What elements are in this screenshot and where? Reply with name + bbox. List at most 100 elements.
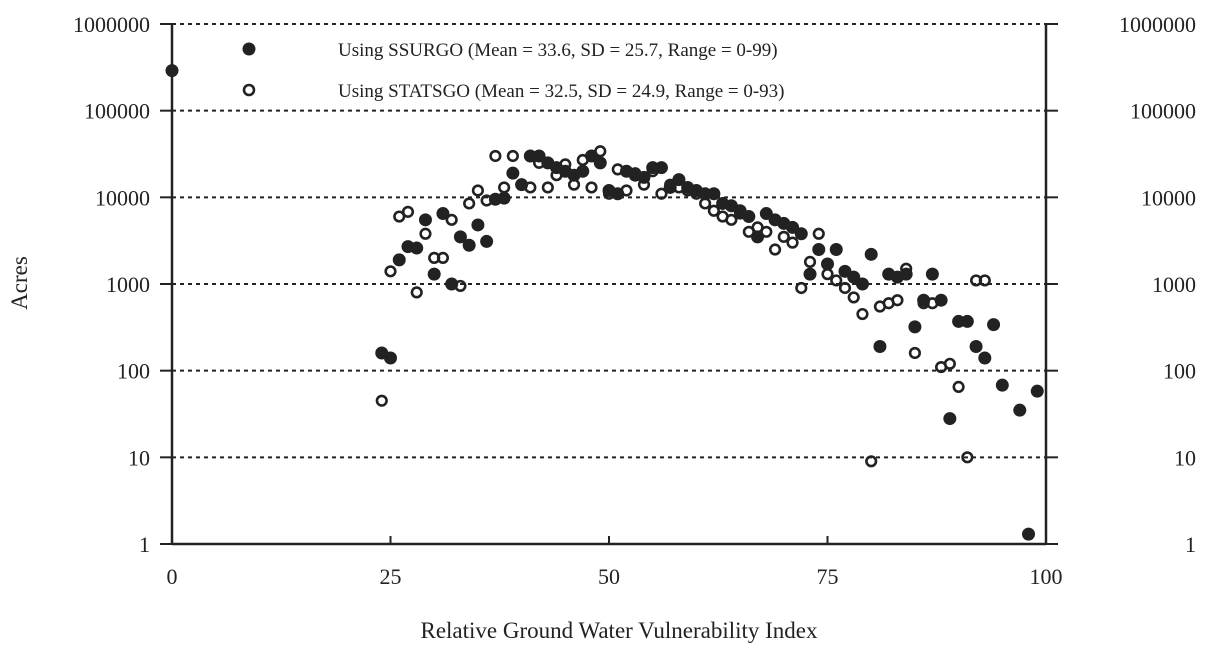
point-ssurgo: [812, 243, 826, 257]
point-ssurgo: [925, 267, 939, 281]
point-statsgo: [655, 187, 668, 200]
point-ssurgo: [453, 230, 467, 244]
point-statsgo: [768, 243, 782, 256]
axes: [160, 23, 1058, 546]
point-statsgo: [725, 213, 738, 226]
point-statsgo: [419, 227, 432, 240]
point-statsgo: [471, 184, 485, 197]
point-ssurgo: [427, 267, 441, 281]
point-statsgo: [803, 255, 817, 268]
x-tick-label: 50: [598, 564, 620, 589]
point-statsgo: [795, 281, 808, 295]
y-tick-label-left: 1000000: [73, 12, 150, 37]
point-ssurgo: [969, 340, 983, 354]
y-tick-label-left: 100: [117, 359, 150, 384]
y-tick-label-right: 100: [1163, 359, 1196, 384]
point-statsgo: [838, 281, 852, 295]
point-statsgo: [733, 207, 747, 220]
point-ssurgo: [873, 340, 887, 354]
point-statsgo: [865, 455, 878, 468]
point-statsgo: [611, 163, 624, 176]
point-ssurgo: [1013, 403, 1027, 417]
y-tick-label-right: 10000: [1141, 185, 1196, 210]
point-ssurgo: [908, 320, 922, 334]
point-statsgo: [961, 451, 974, 464]
legend-marker-statsgo: [242, 83, 256, 97]
x-tick-label: 0: [167, 564, 178, 589]
point-statsgo: [393, 210, 406, 223]
y-tick-label-right: 1000000: [1119, 12, 1196, 37]
point-statsgo: [445, 213, 458, 226]
point-ssurgo: [165, 64, 179, 78]
point-ssurgo: [576, 164, 590, 178]
point-statsgo: [454, 279, 467, 293]
point-statsgo: [900, 262, 913, 275]
y-tick-label-left: 10000: [95, 185, 150, 210]
point-statsgo: [576, 153, 589, 167]
point-ssurgo: [829, 243, 843, 257]
point-statsgo: [594, 145, 607, 158]
point-ssurgo: [480, 234, 494, 248]
y-tick-label-left: 10: [128, 445, 150, 470]
gridlines: [172, 23, 1046, 545]
point-statsgo: [847, 291, 860, 304]
point-ssurgo: [436, 207, 450, 221]
point-ssurgo: [506, 166, 520, 180]
point-statsgo: [489, 149, 502, 163]
point-ssurgo: [995, 378, 1009, 392]
point-ssurgo: [418, 213, 432, 227]
point-ssurgo: [462, 238, 476, 252]
point-statsgo: [629, 167, 642, 180]
point-ssurgo: [593, 156, 607, 170]
y-tick-label-left: 1: [139, 532, 150, 557]
point-ssurgo: [392, 253, 406, 267]
point-ssurgo: [663, 180, 677, 194]
legend-label-statsgo: Using STATSGO (Mean = 32.5, SD = 24.9, R…: [338, 81, 785, 102]
point-ssurgo: [471, 218, 485, 232]
point-statsgo: [699, 197, 712, 210]
point-statsgo: [602, 187, 616, 200]
point-statsgo: [524, 181, 537, 194]
point-statsgo: [550, 169, 563, 182]
point-statsgo: [384, 265, 397, 278]
point-ssurgo: [384, 351, 397, 365]
point-ssurgo: [1030, 384, 1044, 398]
point-statsgo: [506, 149, 519, 163]
x-axis-title: Relative Ground Water Vulnerability Inde…: [420, 618, 818, 643]
point-statsgo: [856, 307, 869, 321]
legend-marker-ssurgo: [242, 42, 256, 56]
y-tick-label-right: 1000: [1152, 272, 1196, 297]
point-statsgo: [786, 236, 799, 249]
point-statsgo: [812, 227, 825, 240]
point-ssurgo: [410, 241, 424, 255]
legend: Using SSURGO (Mean = 33.6, SD = 25.7, Ra…: [242, 40, 785, 102]
point-statsgo: [908, 346, 922, 360]
point-statsgo: [978, 274, 991, 287]
point-ssurgo: [821, 257, 834, 271]
point-statsgo: [943, 357, 956, 370]
data-points: [165, 64, 1044, 541]
point-ssurgo: [803, 267, 817, 281]
x-tick-label: 75: [817, 564, 839, 589]
point-statsgo: [436, 251, 450, 265]
series-statsgo: [375, 145, 991, 468]
point-ssurgo: [1022, 527, 1036, 541]
point-statsgo: [401, 205, 415, 218]
point-ssurgo: [960, 314, 974, 328]
y-axis-title: Acres: [7, 256, 32, 310]
series-ssurgo: [165, 64, 1044, 541]
point-ssurgo: [847, 270, 861, 284]
point-ssurgo: [855, 277, 869, 291]
point-statsgo: [480, 194, 493, 207]
point-statsgo: [690, 187, 703, 200]
legend-label-ssurgo: Using SSURGO (Mean = 33.6, SD = 25.7, Ra…: [338, 40, 778, 61]
point-statsgo: [637, 178, 651, 191]
point-ssurgo: [943, 412, 957, 426]
point-statsgo: [567, 178, 581, 191]
point-statsgo: [498, 181, 511, 194]
point-statsgo: [646, 165, 659, 178]
y-tick-label-right: 10: [1174, 445, 1196, 470]
y-tick-label-left: 100000: [84, 99, 150, 124]
